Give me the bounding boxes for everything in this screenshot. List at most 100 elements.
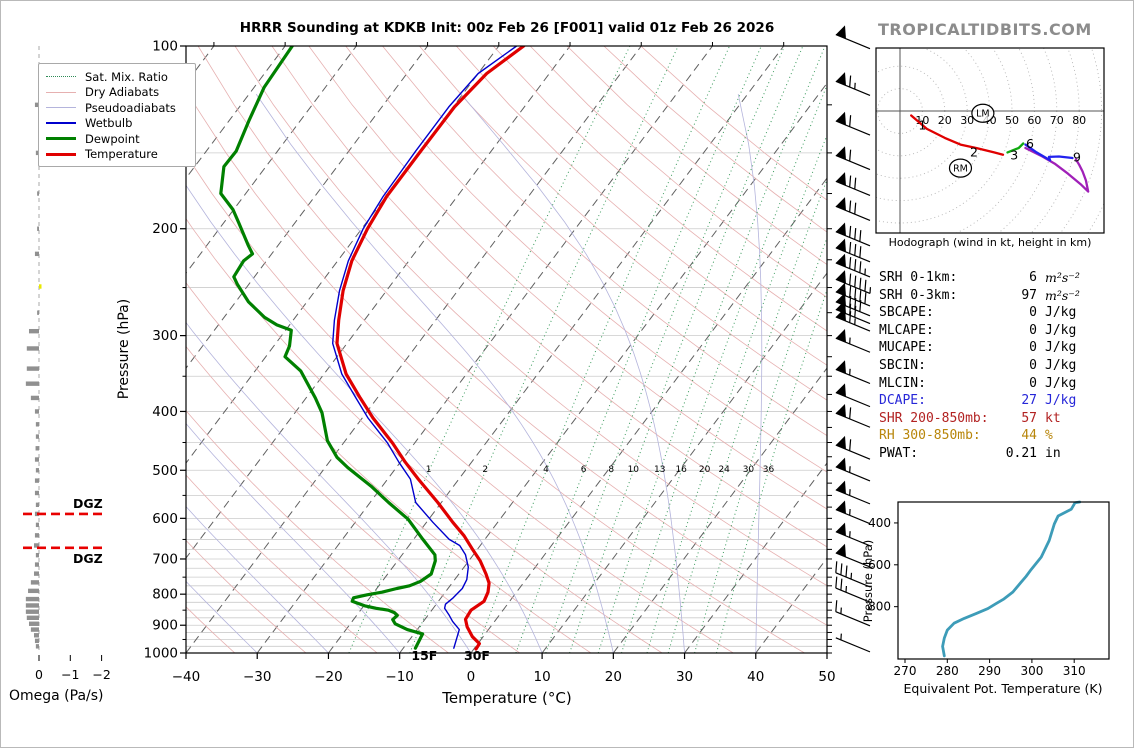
pressure-tick-label: 500	[152, 463, 178, 479]
wind-barb	[835, 25, 871, 50]
omega-bar	[26, 366, 39, 371]
legend-item-label: Pseudoadiabats	[85, 100, 176, 115]
wind-barb	[835, 307, 871, 332]
wind-barb	[835, 253, 871, 278]
stats-value: 44	[1021, 428, 1037, 444]
stats-value: 0	[1029, 322, 1037, 338]
stats-row: MLCIN: 0 J/kg	[879, 376, 1119, 394]
stats-label: SBCAPE:	[879, 305, 934, 321]
omega-bar	[35, 644, 39, 649]
stats-label: MLCIN:	[879, 375, 926, 391]
temperature-tick-label: 10	[534, 669, 551, 685]
legend-item-label: Sat. Mix. Ratio	[85, 69, 168, 84]
omega-bar	[35, 150, 39, 156]
stats-label: SHR 200-850mb:	[879, 410, 989, 426]
pressure-tick-label: 800	[152, 587, 178, 603]
stats-row: DCAPE: 27 J/kg	[879, 393, 1119, 411]
omega-bar	[28, 621, 39, 626]
temperature-tick-label: −40	[172, 669, 201, 685]
wind-barb	[835, 238, 871, 263]
legend-item: Dewpoint	[46, 131, 188, 147]
mixing-ratio-label: 24	[718, 465, 730, 475]
mixing-ratio-label: 8	[608, 465, 614, 475]
stats-value: 0	[1029, 375, 1037, 391]
omega-bar	[34, 562, 39, 567]
thetae-pressure-label: Pressure (hPa)	[861, 540, 875, 623]
omega-bar	[25, 596, 39, 602]
mixing-ratio-label: 2	[482, 465, 488, 475]
temperature-tick-label: 30	[676, 669, 693, 685]
stats-row: SRH 0-1km: 6 m²s⁻²	[879, 270, 1119, 288]
hodograph-ring-label: 30	[960, 114, 974, 127]
omega-bar	[30, 580, 39, 585]
omega-bar	[26, 615, 39, 620]
hodograph-height-label: 9	[1073, 150, 1081, 165]
wind-barb	[835, 146, 871, 171]
pressure-tick-label: 900	[152, 618, 178, 634]
thetae-xtick-label: 310	[1063, 664, 1086, 678]
mixing-ratio-label: 36	[763, 465, 775, 475]
stats-row: MUCAPE: 0 J/kg	[879, 340, 1119, 358]
stats-label: SRH 0-3km:	[879, 287, 958, 303]
storm-motion-marker: RM	[953, 164, 968, 175]
thetae-curve	[941, 500, 1082, 658]
omega-bar	[34, 457, 39, 462]
mixing-ratio-label: 20	[699, 465, 711, 475]
hodograph-ring-label: 70	[1050, 114, 1064, 127]
omega-bar	[34, 409, 39, 414]
wind-barb	[835, 522, 871, 547]
omega-bar	[37, 191, 39, 196]
stats-unit: m²s⁻²	[1045, 287, 1080, 303]
surface-dewpoint-label: 15F	[411, 648, 437, 663]
hodograph-ring-label: 60	[1027, 114, 1041, 127]
hodograph-caption: Hodograph (wind in kt, height in km)	[889, 236, 1092, 249]
legend-item-label: Temperature	[85, 147, 158, 162]
stats-unit: J/kg	[1045, 357, 1077, 373]
mixing-ratio-label: 6	[581, 465, 587, 475]
stats-unit: kt	[1045, 410, 1061, 426]
stats-row: SRH 0-3km: 97 m²s⁻²	[879, 288, 1119, 306]
stats-row: SBCIN: 0 J/kg	[879, 358, 1119, 376]
stats-row: SHR 200-850mb: 57 kt	[879, 411, 1119, 429]
mixing-ratio-label: 16	[675, 465, 687, 475]
omega-bar	[34, 638, 39, 644]
omega-bar	[35, 434, 39, 439]
temperature-tick-label: −30	[243, 669, 272, 685]
thetae-xtick-label: 270	[894, 664, 917, 678]
mixing-ratio-label: 13	[654, 465, 665, 475]
stats-row: SBCAPE: 0 J/kg	[879, 305, 1119, 323]
wind-barb	[835, 222, 871, 247]
wind-barb	[835, 600, 871, 627]
hodograph-ring-label: 10	[915, 114, 929, 127]
wind-barb	[835, 383, 871, 408]
mixing-ratio-label: 4	[543, 465, 549, 475]
hodograph-ring-label: 20	[938, 114, 952, 127]
hodograph-height-label: 6	[1026, 136, 1034, 151]
site-logo: TROPICALTIDBITS.COM	[878, 20, 1092, 39]
stats-value: 6	[1029, 270, 1037, 285]
legend-swatch-line	[46, 107, 76, 109]
hodograph-trace-red	[910, 114, 1005, 156]
stats-value: 0.21	[1005, 445, 1037, 461]
omega-tick-label: −1	[61, 667, 79, 682]
omega-bar	[33, 633, 39, 638]
wind-barb	[835, 480, 871, 505]
stats-unit: J/kg	[1045, 322, 1077, 338]
stats-unit: J/kg	[1045, 375, 1077, 391]
hodograph-ring-label: 80	[1072, 114, 1086, 127]
wind-barb	[835, 561, 871, 588]
pressure-tick-label: 600	[152, 511, 178, 527]
stats-value: 0	[1029, 340, 1037, 356]
pressure-tick-label: 400	[152, 404, 178, 420]
omega-axis-label: Omega (Pa/s)	[9, 688, 104, 704]
legend-swatch-dotted	[46, 76, 76, 78]
omega-bar	[25, 381, 39, 386]
legend-item: Temperature	[46, 147, 188, 163]
stats-value: 0	[1029, 357, 1037, 373]
wind-barb	[835, 360, 871, 385]
wind-barb	[835, 457, 871, 482]
stats-label: DCAPE:	[879, 393, 926, 409]
stats-label: MUCAPE:	[879, 340, 934, 356]
